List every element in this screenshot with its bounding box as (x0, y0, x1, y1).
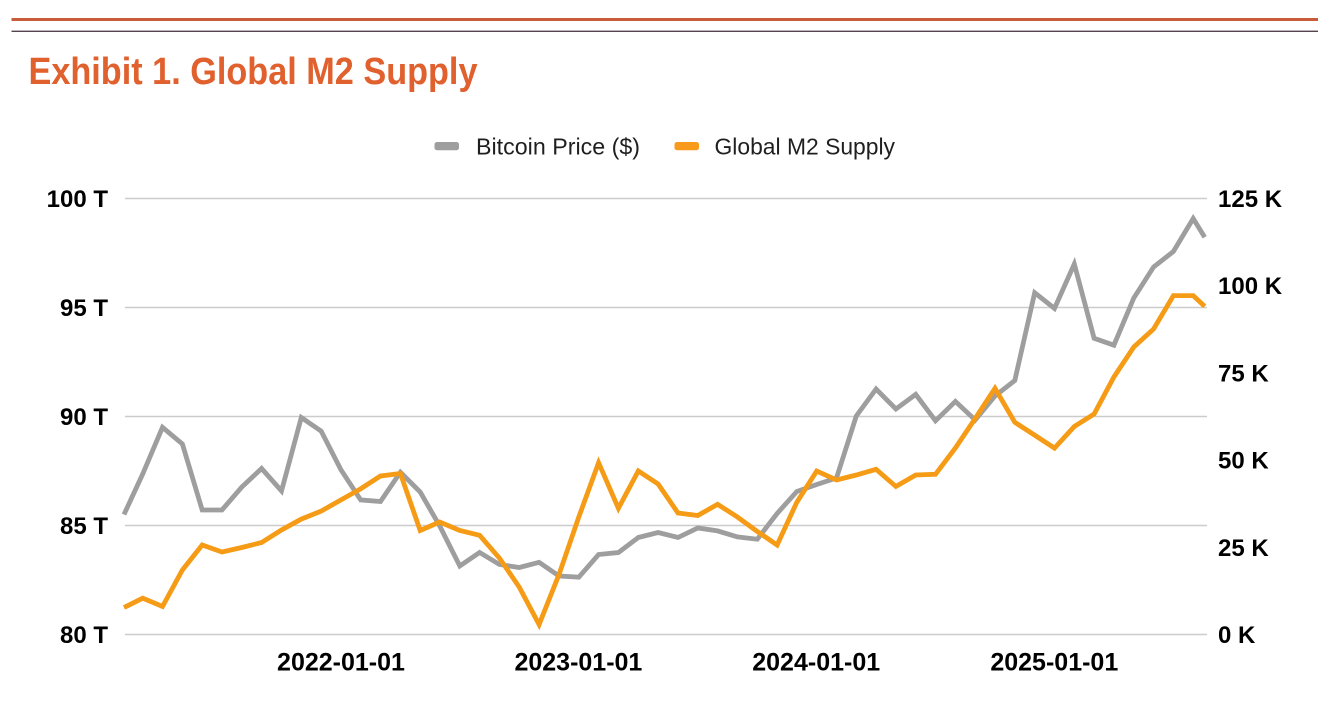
svg-text:25 K: 25 K (1218, 535, 1269, 562)
svg-text:95 T: 95 T (60, 295, 108, 322)
svg-text:Bitcoin Price ($): Bitcoin Price ($) (476, 134, 640, 160)
svg-text:50 K: 50 K (1218, 448, 1269, 475)
svg-text:2023-01-01: 2023-01-01 (514, 649, 642, 677)
svg-text:85 T: 85 T (60, 513, 108, 540)
svg-text:2024-01-01: 2024-01-01 (752, 649, 880, 677)
svg-text:2022-01-01: 2022-01-01 (277, 649, 405, 677)
svg-text:Exhibit 1. Global M2 Supply: Exhibit 1. Global M2 Supply (29, 51, 478, 93)
svg-text:90 T: 90 T (60, 404, 108, 431)
svg-text:80 T: 80 T (60, 622, 108, 649)
svg-text:75 K: 75 K (1218, 360, 1269, 387)
svg-text:125 K: 125 K (1218, 186, 1283, 213)
svg-text:0 K: 0 K (1218, 622, 1256, 649)
svg-text:100 K: 100 K (1218, 273, 1283, 300)
svg-text:100 T: 100 T (47, 186, 109, 213)
svg-text:2025-01-01: 2025-01-01 (990, 649, 1118, 677)
svg-text:Global M2 Supply: Global M2 Supply (715, 134, 896, 160)
